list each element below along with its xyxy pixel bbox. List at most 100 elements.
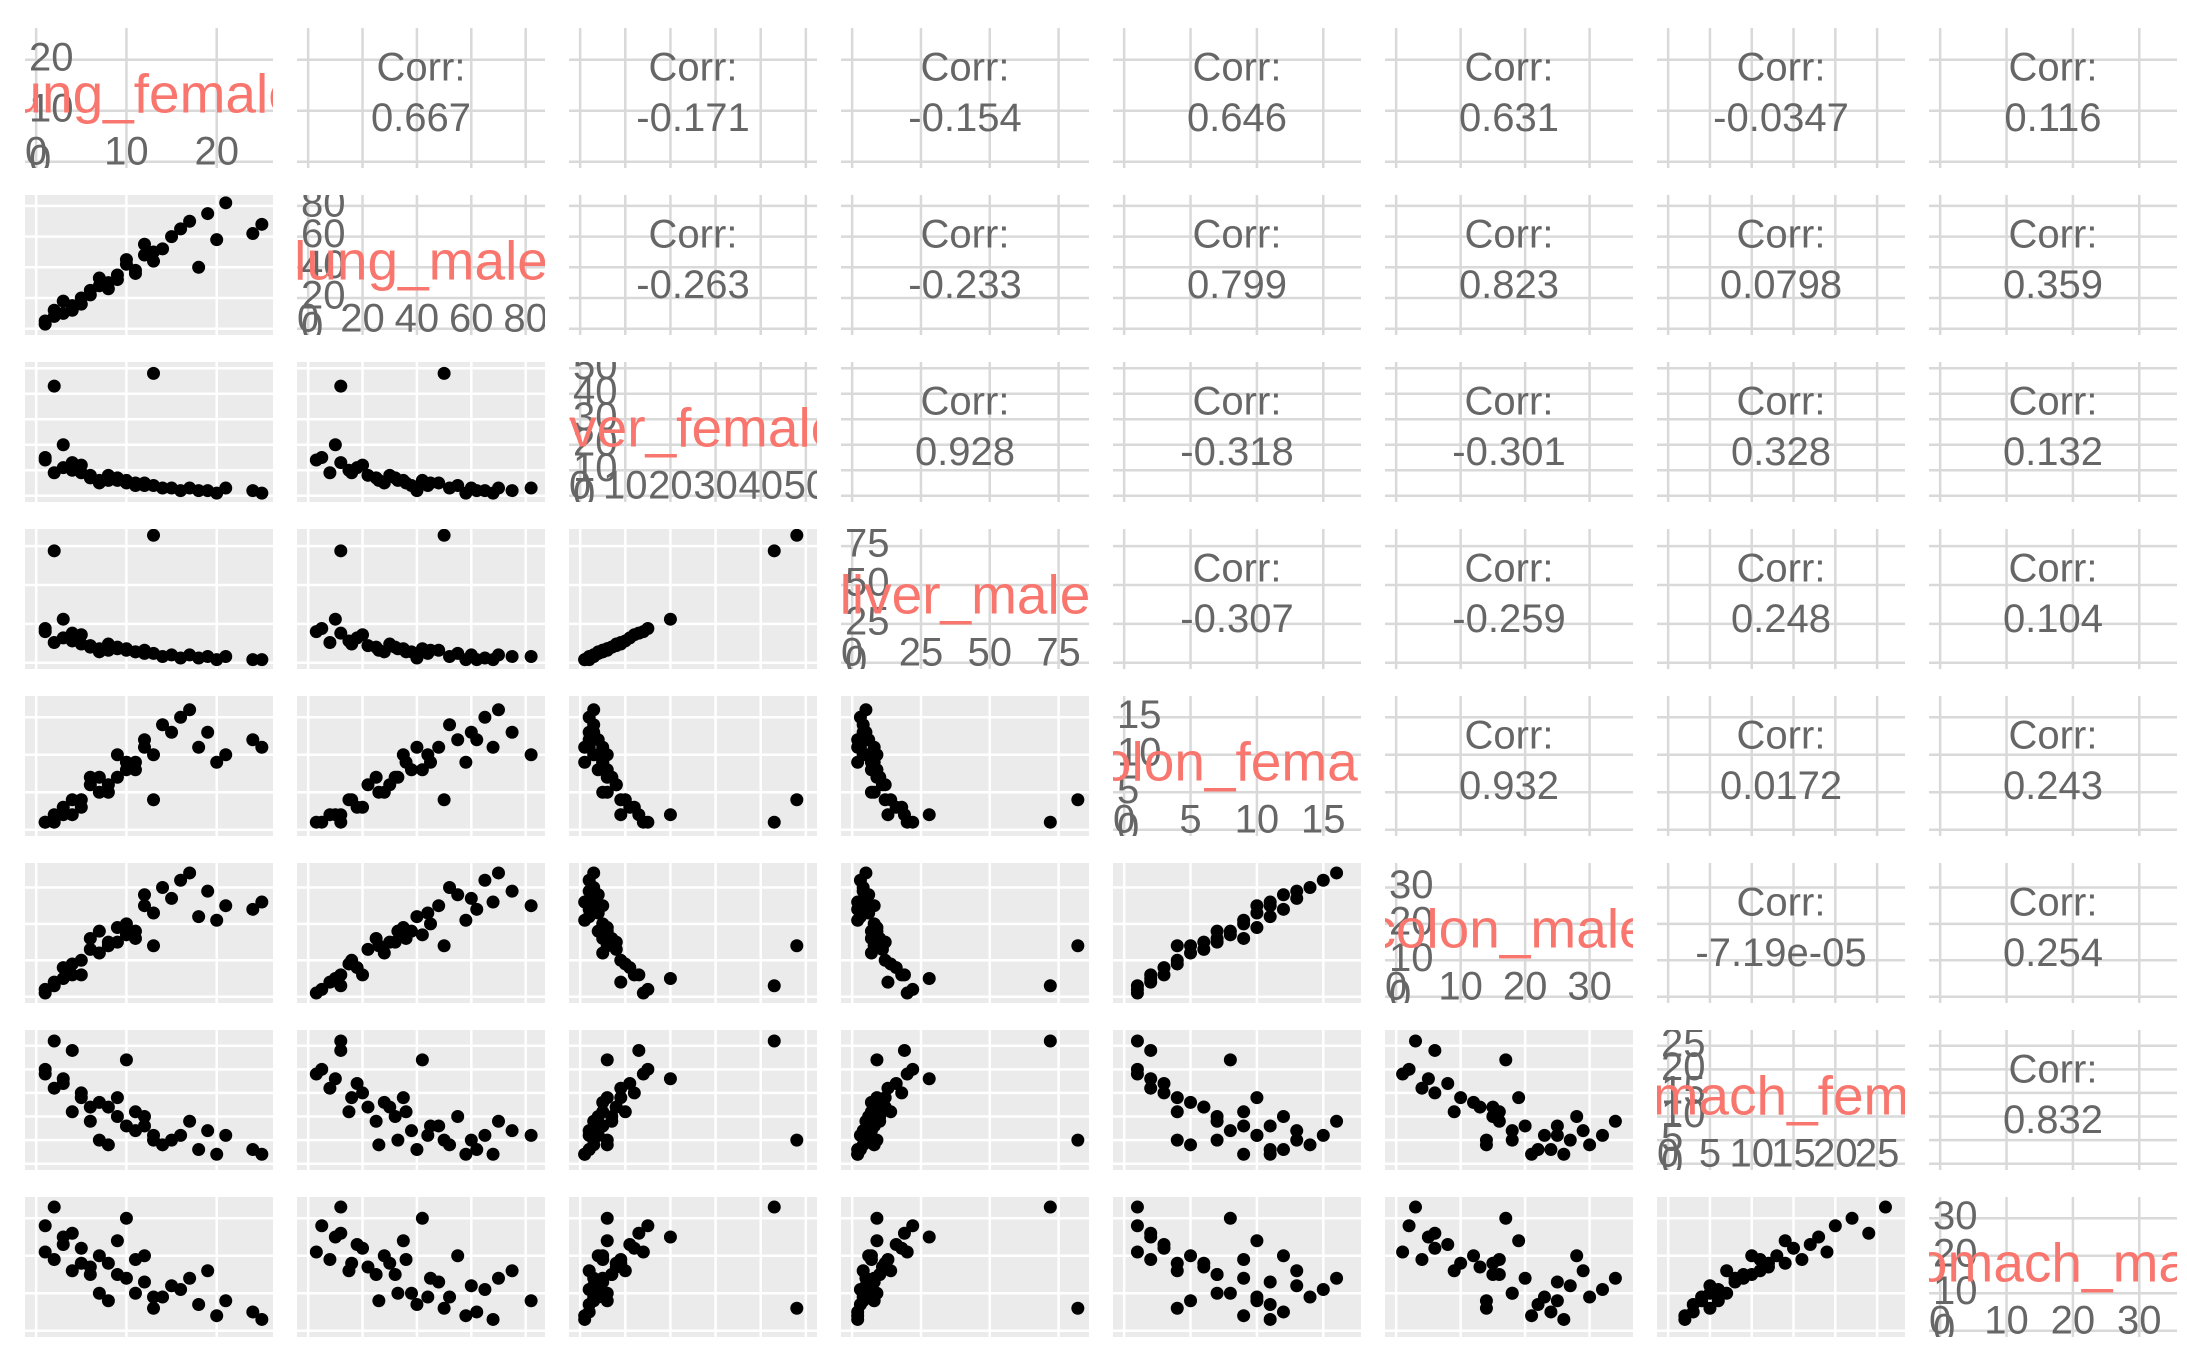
point [1276,1110,1290,1124]
point [491,703,505,717]
corr-value: 0.328 [1731,430,1831,474]
point [600,642,614,656]
point [464,891,478,905]
x-tick-label: 30 [693,464,738,508]
point [174,1128,188,1142]
point [1595,1282,1609,1296]
panel: Corr: 0.243 [1929,696,2177,836]
y-tick-label: 20 [1389,899,1434,943]
corr-value: -0.263 [636,263,749,307]
point [856,1124,870,1138]
point [1144,1072,1158,1086]
point [56,294,70,308]
point [110,748,124,762]
point [1276,1249,1290,1263]
point [600,1286,614,1300]
corr-value: 0.799 [1187,263,1287,307]
panel [297,529,545,669]
point [889,1238,903,1252]
point [459,486,473,500]
point [432,643,446,657]
y-tick-label: 25 [1661,1021,1706,1065]
point [464,1279,478,1293]
point [864,755,878,769]
corr-value: -0.318 [1180,430,1293,474]
panel [841,1030,1089,1170]
corr-label: Corr: [377,46,466,90]
panel-background [1929,1030,2177,1170]
y-tick-label: 15 [1117,693,1162,737]
point [421,906,435,920]
point [56,1076,70,1090]
y-tick-label: 0 [301,304,323,348]
x-tick-label: 10 [603,464,648,508]
point [505,725,519,739]
point [864,1253,878,1267]
point [1878,1200,1892,1214]
point [922,1230,936,1244]
point [867,785,881,799]
panel: Corr: 0.328 [1657,362,1905,502]
point [309,815,323,829]
point [47,1200,61,1214]
y-tick-label: 10 [1661,1092,1706,1136]
point [246,227,260,241]
point [443,481,457,495]
point [856,884,870,898]
y-tick-label: 20 [29,35,74,79]
corr-label: Corr: [2009,213,2098,257]
point [878,953,892,967]
point [165,891,179,905]
point [623,1238,637,1252]
point [328,438,342,452]
corr-value: 0.832 [2003,1098,2103,1142]
point [1303,1290,1317,1304]
point [578,1312,592,1326]
corr-value: -0.307 [1180,597,1293,641]
point [1276,888,1290,902]
point [128,755,142,769]
point [1144,1081,1158,1095]
panel [841,1197,1089,1337]
x-tick-label: 25 [1855,1132,1900,1176]
point [74,466,88,480]
point [137,237,151,251]
point [1223,1211,1237,1225]
point [1210,1110,1224,1124]
point [451,1249,465,1263]
point [255,895,269,909]
point [391,1286,405,1300]
point [582,1264,596,1278]
point [345,466,359,480]
point [372,1138,386,1152]
point [101,1256,115,1270]
point [1678,1312,1692,1326]
point [174,222,188,236]
point [399,1253,413,1267]
point [1415,1081,1429,1095]
point [486,1312,500,1326]
x-tick-label: 15 [1301,798,1346,842]
point [486,895,500,909]
point [410,1297,424,1311]
point [361,468,375,482]
point [192,1297,206,1311]
point [459,1309,473,1323]
point [636,986,650,1000]
point [524,748,538,762]
corr-label: Corr: [1737,714,1826,758]
point [192,910,206,924]
x-tick-label: 20 [340,297,385,341]
point [1130,1067,1144,1081]
y-tick-label: 50 [573,344,618,388]
point [605,1267,619,1281]
point [1237,1147,1251,1161]
y-tick-label: 40 [573,369,618,413]
point [600,1133,614,1147]
point [174,710,188,724]
point [864,1105,878,1119]
point [1421,1072,1435,1086]
point [873,1267,887,1281]
point [1447,1105,1461,1119]
